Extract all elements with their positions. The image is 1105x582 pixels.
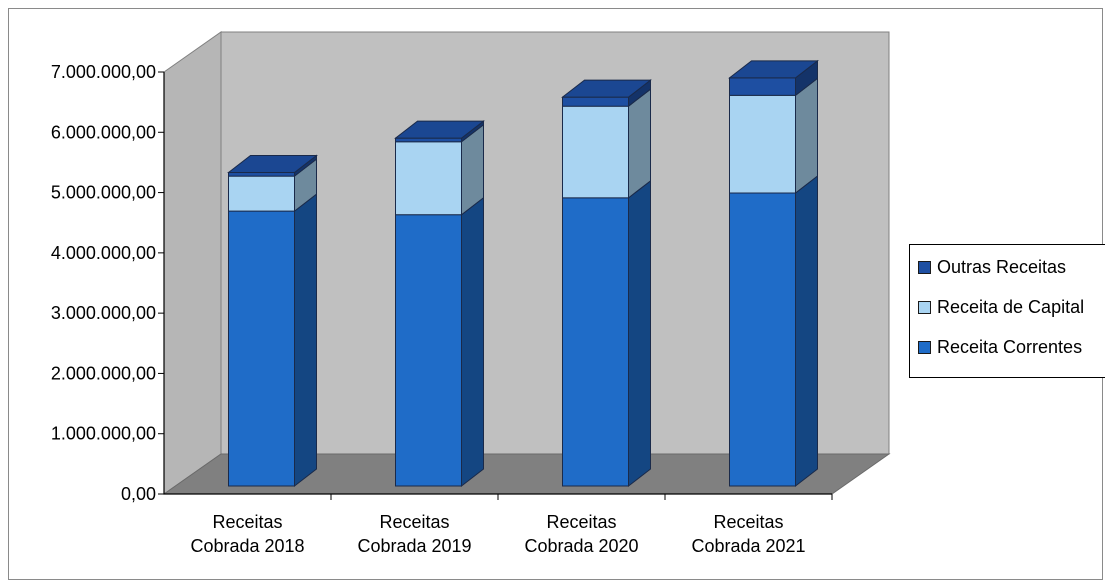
x-tick-label: Cobrada 2018 — [190, 536, 304, 556]
bar-segment-front — [729, 94, 796, 194]
legend-label: Outras Receitas — [937, 256, 1067, 277]
bar-segment-front — [729, 192, 796, 487]
bar-stack — [227, 154, 318, 488]
y-tick-label: 6.000.000,00 — [51, 122, 156, 142]
bar-segment-front — [562, 96, 629, 107]
bar-segment-top — [728, 60, 819, 79]
legend-swatch — [918, 300, 931, 314]
y-tick-label: 5.000.000,00 — [51, 183, 156, 203]
legend-swatch — [918, 340, 931, 354]
legend-label: Receita de Capital — [937, 296, 1085, 317]
legend-label: Receita Correntes — [937, 336, 1083, 357]
y-tick-label: 3.000.000,00 — [51, 303, 156, 323]
legend-item: Receita Correntes — [918, 335, 1082, 359]
chart-walls — [162, 31, 891, 495]
bar-segment-side — [628, 88, 651, 199]
bar-segment-side — [461, 196, 484, 488]
bar-segment-front — [562, 105, 629, 199]
legend: Outras Receitas Receita de Capital Receita… — [909, 244, 1105, 378]
bar-segment-side — [795, 77, 818, 195]
bar-stack — [394, 120, 485, 488]
legend-item: Outras Receitas — [918, 255, 1066, 279]
bar-segment-side — [294, 193, 317, 488]
bar-stack — [561, 79, 652, 488]
legend-item: Receita de Capital — [918, 295, 1084, 319]
x-tick-label: Receitas — [212, 512, 282, 532]
legend-swatch — [918, 260, 931, 274]
y-tick-label: 4.000.000,00 — [51, 243, 156, 263]
bar-segment-front — [228, 175, 295, 212]
y-tick-label: 0,00 — [121, 484, 156, 504]
x-tick-label: Receitas — [379, 512, 449, 532]
bar-segment-front — [228, 210, 295, 487]
y-tick-label: 7.000.000,00 — [51, 62, 156, 82]
x-tick-label: Cobrada 2020 — [524, 536, 638, 556]
bar-segment-top — [394, 120, 485, 139]
bar-segment-front — [395, 141, 462, 216]
x-tick-label: Cobrada 2019 — [357, 536, 471, 556]
bars — [227, 59, 819, 488]
bar-segment-front — [562, 197, 629, 487]
x-tick-label: Receitas — [546, 512, 616, 532]
category-axis: Receitas Cobrada 2018 Receitas Cobrada 2019… — [190, 494, 833, 556]
bar-segment-top — [227, 155, 318, 174]
y-tick-label: 1.000.000,00 — [51, 424, 156, 444]
y-tick-label: 2.000.000,00 — [51, 363, 156, 383]
x-tick-label: Cobrada 2021 — [691, 536, 805, 556]
bar-stack — [728, 59, 819, 488]
bar-segment-front — [395, 137, 462, 143]
side-wall — [163, 31, 222, 495]
x-tick-label: Receitas — [713, 512, 783, 532]
bar-segment-front — [395, 214, 462, 487]
bar-segment-side — [628, 179, 651, 488]
bar-segment-front — [228, 172, 295, 177]
bar-segment-side — [795, 174, 818, 488]
bar-segment-top — [561, 79, 652, 98]
bar-segment-front — [729, 77, 796, 96]
